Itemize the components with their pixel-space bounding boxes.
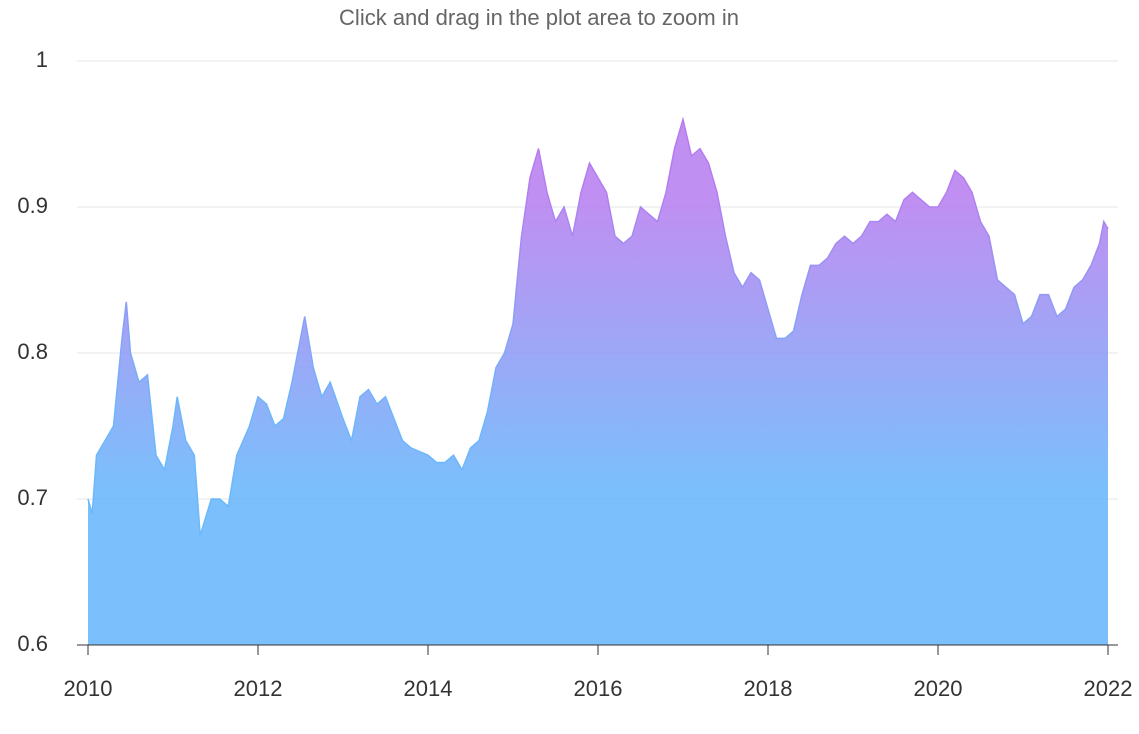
- y-tick-label: 0.8: [17, 339, 48, 364]
- x-tick-label: 2022: [1084, 676, 1133, 701]
- x-tick-label: 2010: [64, 676, 113, 701]
- x-tick-label: 2020: [914, 676, 963, 701]
- x-tick-label: 2014: [404, 676, 453, 701]
- chart-subtitle: Click and drag in the plot area to zoom …: [339, 5, 739, 30]
- area-line: [87, 116, 1109, 536]
- area-fill: [88, 119, 1108, 645]
- x-tick-label: 2016: [574, 676, 623, 701]
- x-tick-label: 2012: [234, 676, 283, 701]
- y-tick-label: 0.6: [17, 631, 48, 656]
- y-tick-label: 1: [36, 47, 48, 72]
- x-tick-label: 2018: [744, 676, 793, 701]
- y-tick-label: 0.7: [17, 485, 48, 510]
- y-tick-label: 0.9: [17, 193, 48, 218]
